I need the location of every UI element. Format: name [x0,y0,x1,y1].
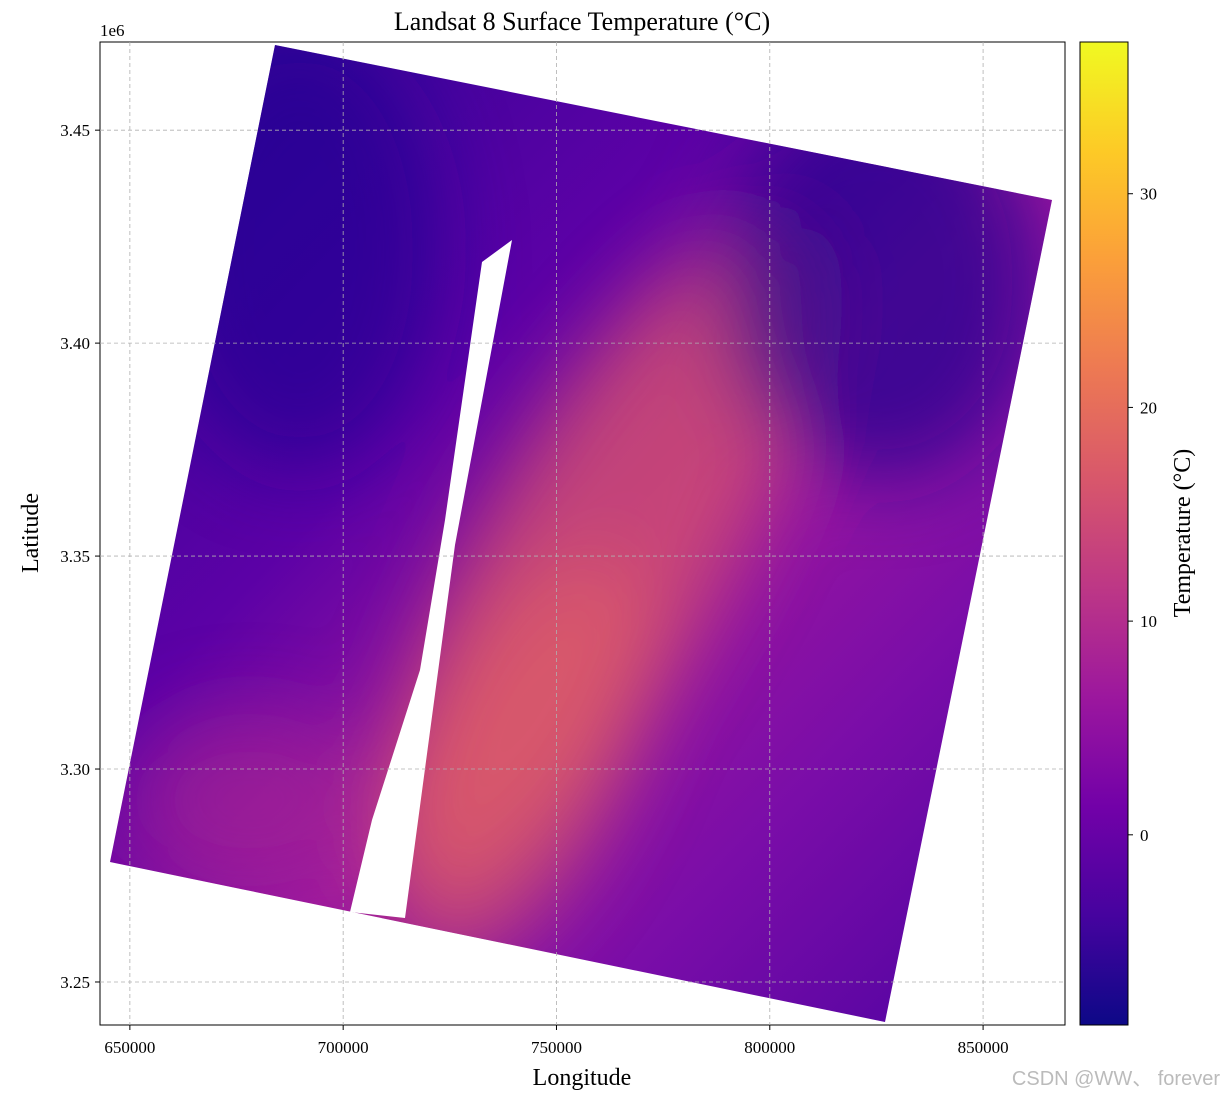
colorbar-tick-label: 30 [1140,185,1157,204]
y-axis-label: Latitude [18,493,44,573]
colorbar-tick-label: 0 [1140,826,1149,845]
x-tick-label: 650000 [104,1038,155,1057]
x-tick-label: 700000 [318,1038,369,1057]
colorbar-tick-label: 10 [1140,612,1157,631]
x-tick-label: 800000 [744,1038,795,1057]
plot-frame [99,41,1066,1026]
watermark: CSDN @WW、 forever [1012,1068,1220,1090]
x-tick-label: 750000 [531,1038,582,1057]
chart-title: Landsat 8 Surface Temperature (°C) [394,7,770,36]
y-tick-label: 3.45 [60,121,90,140]
y-offset-label: 1e6 [100,21,125,40]
y-tick-label: 3.30 [60,760,90,779]
colorbar-label: Temperature (°C) [1170,449,1196,618]
colorbar-tick-label: 20 [1140,398,1157,417]
y-tick-label: 3.25 [60,973,90,992]
y-tick-label: 3.40 [60,334,90,353]
colorbar [1079,41,1129,1026]
x-axis-label: Longitude [533,1065,632,1091]
y-tick-label: 3.35 [60,547,90,566]
x-tick-label: 850000 [958,1038,1009,1057]
raster [110,45,1052,1022]
